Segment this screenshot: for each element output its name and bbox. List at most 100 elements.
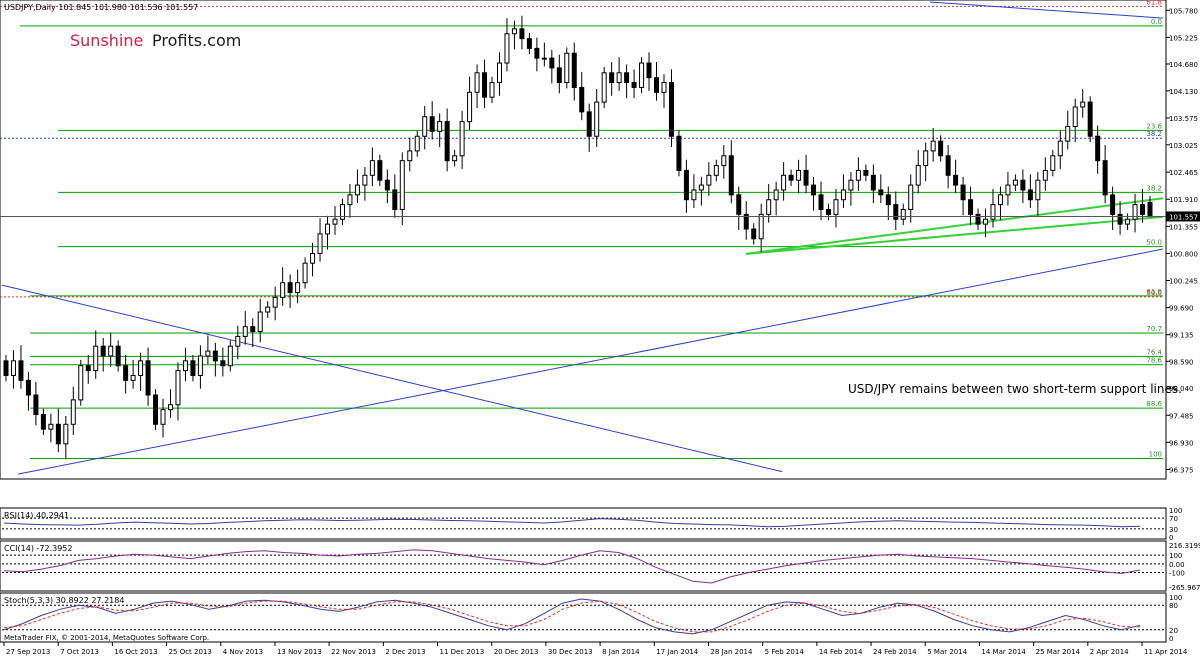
candle-body — [594, 101, 600, 137]
candle-body — [1042, 169, 1048, 181]
rsi-panel-frame — [0, 507, 1167, 540]
candle-body — [295, 282, 301, 293]
candle-body — [721, 155, 727, 167]
candle-body — [459, 121, 465, 157]
candle-body — [496, 62, 502, 84]
candle-body — [70, 399, 76, 425]
candle-body — [953, 174, 959, 186]
x-axis-tick-label: 27 Sep 2013 — [6, 648, 50, 656]
candle-body — [885, 194, 891, 206]
candle-body — [377, 160, 383, 181]
candle-body — [235, 335, 241, 347]
candle-body — [310, 252, 316, 264]
trendline-blue-falling — [1, 284, 783, 473]
y-axis-tick-label: 104.130 — [1169, 88, 1198, 96]
candle-body — [100, 345, 106, 357]
candle-body — [855, 169, 861, 181]
candle-body — [369, 160, 375, 176]
candle-body — [631, 82, 637, 88]
stoch-level-label: 0 — [1169, 635, 1173, 643]
y-axis-tick-label: 105.780 — [1169, 7, 1198, 15]
candle-body — [1065, 125, 1071, 142]
candle-body — [392, 189, 398, 210]
candle-body — [25, 379, 31, 396]
candle-body — [609, 72, 615, 84]
trendline-blue-rising-support — [17, 248, 1164, 475]
candle-body — [33, 394, 39, 416]
y-axis-tick-label: 104.680 — [1169, 61, 1198, 69]
candle-body — [332, 218, 338, 225]
candle-body — [212, 350, 218, 362]
candle-body — [482, 72, 488, 98]
candle-body — [646, 62, 652, 79]
fib-level-label: 0.0 — [1151, 18, 1162, 26]
stoch-level-label: 100 — [1169, 594, 1182, 602]
candle-body — [55, 423, 61, 445]
candle-body — [63, 423, 69, 445]
candle-body — [78, 365, 84, 401]
candle-body — [1020, 179, 1026, 191]
candle-body — [698, 184, 704, 191]
x-axis-tick-label: 14 Mar 2014 — [981, 648, 1026, 656]
candle-body — [10, 360, 16, 376]
copyright-text: MetaTrader FIX, © 2001-2014, MetaQuotes … — [4, 634, 209, 642]
x-axis-tick-label: 24 Feb 2014 — [873, 648, 917, 656]
candle-body — [130, 374, 136, 381]
candle-body — [654, 77, 660, 93]
candle-body — [489, 82, 495, 98]
candle-body — [796, 169, 802, 181]
candle-body — [1005, 184, 1011, 196]
current-price-box — [1166, 211, 1200, 222]
fib-level-label: 23.6 — [1146, 122, 1162, 130]
candle-body — [579, 86, 585, 113]
candle-body — [160, 409, 166, 425]
candle-body — [265, 306, 271, 313]
candle-body — [997, 194, 1003, 206]
rsi-level-label: 70 — [1169, 515, 1178, 523]
cci-level-label: 216.3199 — [1169, 542, 1200, 550]
candle-body — [878, 189, 884, 196]
candle-body — [713, 165, 719, 176]
candle-body — [691, 189, 697, 201]
x-axis-tick-label: 7 Oct 2013 — [60, 648, 99, 656]
candle-body — [280, 282, 286, 298]
candle-body — [668, 82, 674, 137]
cci-level-label: -265.9678 — [1169, 584, 1200, 592]
candle-body — [242, 326, 248, 337]
candle-body — [833, 199, 839, 215]
y-axis-tick-label: 98.040 — [1169, 385, 1194, 393]
candle-body — [467, 91, 473, 123]
candle-body — [751, 228, 757, 240]
candle-body — [167, 404, 173, 411]
candle-body — [429, 116, 435, 132]
x-axis-tick-label: 2 Apr 2014 — [1090, 648, 1129, 656]
candle-body — [40, 414, 46, 430]
candle-body — [908, 184, 914, 210]
candle-body — [990, 204, 996, 220]
y-axis-tick-label: 99.135 — [1169, 332, 1194, 340]
candle-body — [138, 360, 144, 376]
candle-body — [526, 38, 532, 49]
dashed-level-label: 38.2 — [1146, 130, 1162, 138]
candle-body — [968, 199, 974, 215]
x-axis-tick-label: 14 Feb 2014 — [819, 648, 863, 656]
candle-body — [444, 121, 450, 162]
y-axis-tick-label: 100.245 — [1169, 278, 1198, 286]
candle-body — [407, 150, 413, 162]
candle-body — [1027, 189, 1033, 201]
candle-body — [938, 140, 944, 157]
cci-label: CCI(14) -72.3952 — [4, 544, 72, 553]
price-panel-frame — [0, 0, 1167, 480]
candle-body — [758, 213, 764, 240]
candle-body — [48, 423, 54, 430]
stoch-panel-frame — [0, 592, 1167, 643]
rsi-line — [3, 518, 1141, 528]
x-axis-tick-label: 22 Nov 2013 — [331, 648, 376, 656]
candle-body — [325, 223, 331, 235]
candle-body — [848, 179, 854, 191]
x-axis-tick-label: 17 Jan 2014 — [656, 648, 699, 656]
stoch-level-label: 20 — [1169, 627, 1178, 635]
candle-body — [153, 394, 159, 425]
